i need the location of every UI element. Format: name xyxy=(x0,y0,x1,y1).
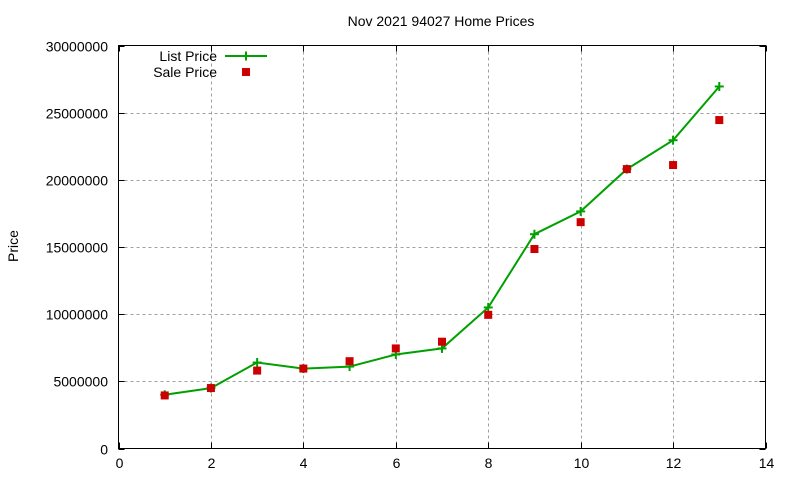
axis-ticks: 0 2 4 6 8 10 12 14 0 5000000 10000000 15000000 20000… xyxy=(46,39,775,472)
y-axis-label: Price xyxy=(5,230,21,262)
data-point-plus xyxy=(483,302,493,312)
data-point-square xyxy=(299,364,308,373)
plot-border xyxy=(118,45,766,449)
data-point-square xyxy=(438,337,446,346)
y-tick-label: 30000000 xyxy=(46,39,109,55)
legend-label: List Price xyxy=(159,48,217,64)
x-tick-label: 10 xyxy=(574,455,590,471)
series-sale-price xyxy=(160,116,724,400)
series-list-price xyxy=(160,81,724,400)
x-tick-label: 0 xyxy=(116,455,124,471)
data-point-plus xyxy=(252,358,262,368)
x-tick-label: 4 xyxy=(300,455,308,471)
data-point-square xyxy=(530,245,539,254)
x-tick-label: 14 xyxy=(759,455,775,471)
data-point-square xyxy=(206,384,215,393)
legend-marker-plus xyxy=(241,51,251,61)
data-point-square xyxy=(669,161,678,170)
y-tick-label: 15000000 xyxy=(46,240,109,256)
data-point-square xyxy=(345,357,354,366)
x-tick-label: 2 xyxy=(208,455,216,471)
y-tick-label: 20000000 xyxy=(46,173,109,189)
data-point-square xyxy=(576,218,585,227)
data-point-plus xyxy=(668,135,678,145)
y-tick-label: 0 xyxy=(100,442,108,458)
legend-label: Sale Price xyxy=(153,64,217,80)
y-tick-label: 25000000 xyxy=(46,106,109,122)
data-point-square xyxy=(160,391,169,400)
data-point-square xyxy=(484,310,493,319)
data-point-square xyxy=(391,344,400,353)
grid xyxy=(118,45,766,449)
x-tick-label: 6 xyxy=(393,455,401,471)
series-layer xyxy=(160,81,724,400)
legend-marker-square xyxy=(242,68,250,76)
chart-title: Nov 2021 94027 Home Prices xyxy=(348,13,535,29)
data-point-plus xyxy=(529,229,539,239)
data-point-plus xyxy=(714,81,724,91)
x-tick-label: 8 xyxy=(485,455,493,471)
y-tick-label: 5000000 xyxy=(53,374,108,390)
x-tick-label: 12 xyxy=(666,455,682,471)
data-point-square xyxy=(253,366,262,375)
data-point-square xyxy=(715,116,724,125)
data-point-square xyxy=(622,165,631,174)
data-point-plus xyxy=(576,206,586,216)
y-tick-label: 10000000 xyxy=(46,307,109,323)
